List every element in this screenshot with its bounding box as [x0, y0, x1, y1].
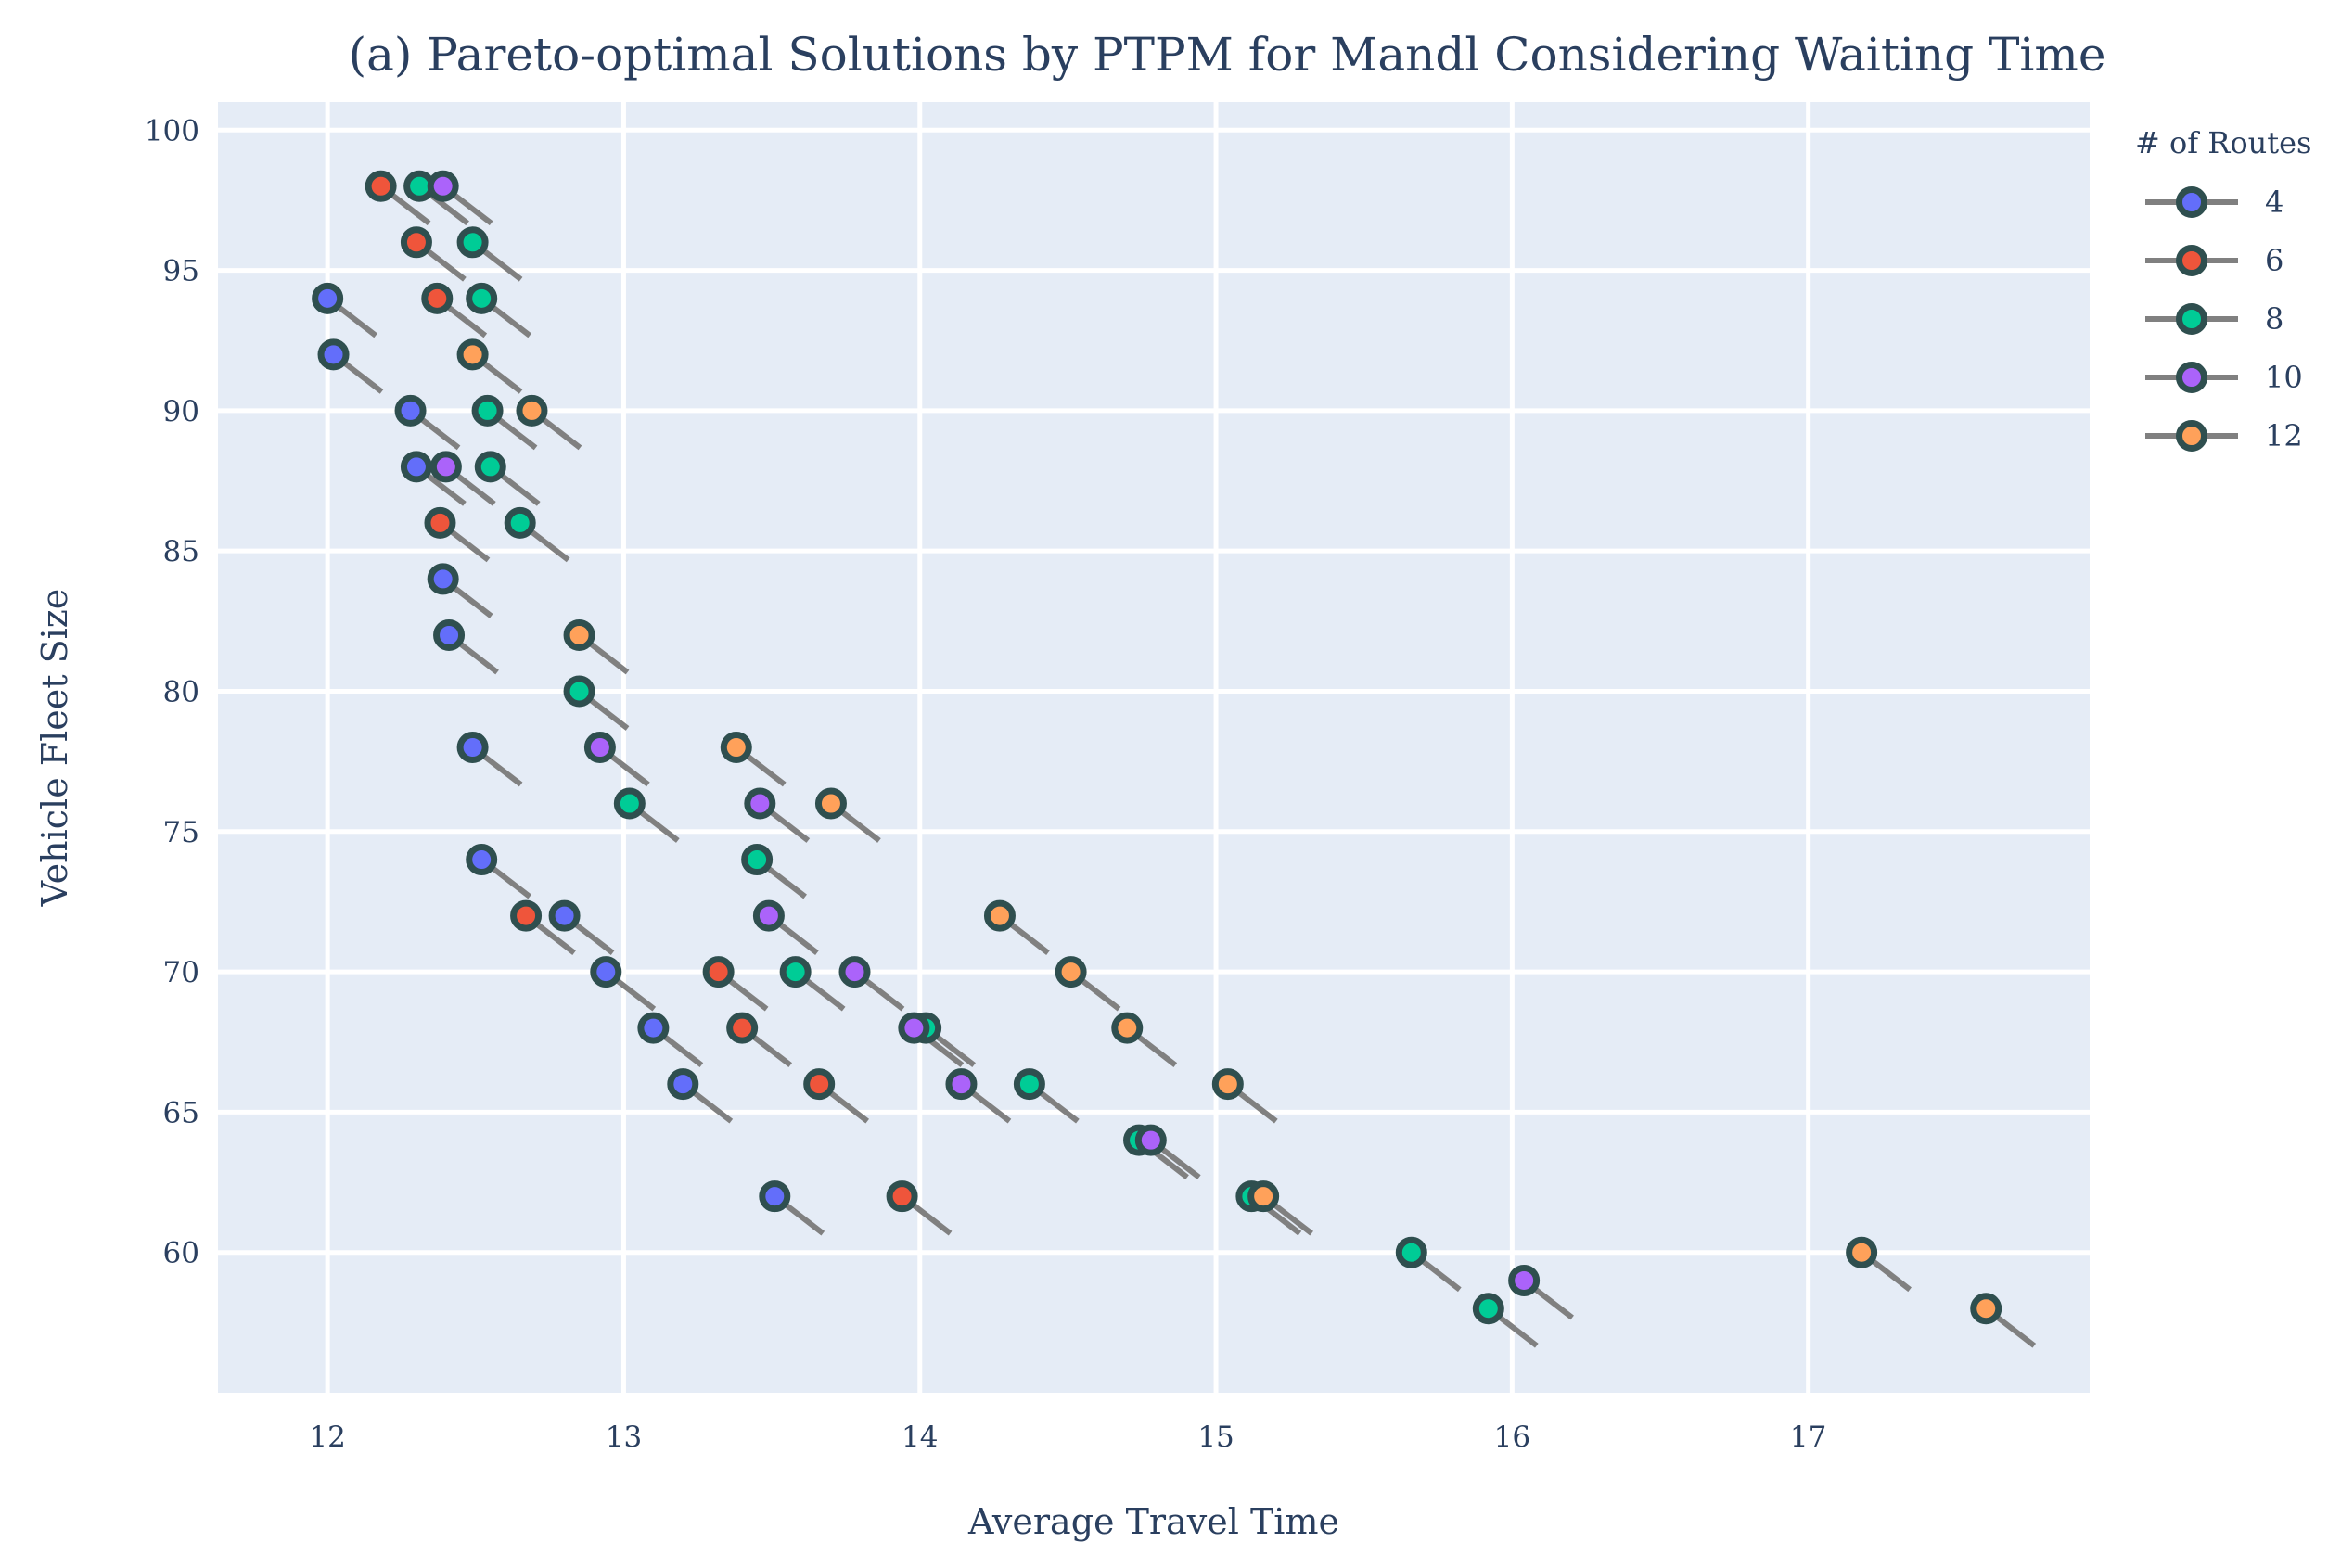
chart-title: (a) Pareto-optimal Solutions by PTPM for…	[349, 28, 2106, 82]
y-tick-label: 90	[163, 395, 199, 428]
data-point-8[interactable]	[466, 282, 498, 314]
data-point-10[interactable]	[429, 451, 462, 483]
y-tick-label: 75	[163, 816, 199, 849]
legend-label: 12	[2265, 418, 2303, 453]
legend-marker	[2176, 186, 2207, 218]
data-point-10[interactable]	[838, 956, 871, 988]
data-point-8[interactable]	[1472, 1293, 1504, 1325]
data-point-4[interactable]	[317, 338, 350, 371]
data-point-12[interactable]	[563, 618, 595, 651]
data-point-12[interactable]	[814, 787, 847, 820]
data-point-12[interactable]	[720, 732, 752, 763]
legend-marker	[2176, 303, 2207, 335]
data-point-10[interactable]	[898, 1012, 930, 1044]
data-point-12[interactable]	[1970, 1293, 2002, 1325]
y-axis-title: Vehicle Fleet Size	[34, 589, 75, 908]
legend-item-6[interactable]: 6	[2145, 243, 2283, 278]
data-point-8[interactable]	[613, 787, 646, 820]
data-point-6[interactable]	[702, 956, 735, 988]
x-axis-title: Average Travel Time	[967, 1501, 1339, 1542]
data-point-4[interactable]	[548, 899, 581, 932]
data-point-12[interactable]	[1247, 1180, 1280, 1213]
data-point-4[interactable]	[312, 282, 344, 314]
y-axis-ticks: 60 65 70 75 80 85 90 95 100	[145, 114, 199, 1269]
y-tick-label: 100	[145, 114, 199, 147]
x-tick-label: 14	[902, 1421, 938, 1454]
legend-label: 4	[2265, 185, 2283, 220]
legend[interactable]: # of Routes 4 6 8 10 12	[2135, 125, 2311, 453]
legend-item-8[interactable]: 8	[2145, 301, 2283, 337]
data-point-4[interactable]	[400, 451, 432, 483]
y-tick-label: 95	[163, 255, 199, 288]
y-tick-label: 70	[163, 956, 199, 989]
data-point-12[interactable]	[456, 338, 489, 371]
y-tick-label: 80	[163, 675, 199, 708]
data-point-10[interactable]	[583, 732, 616, 763]
legend-item-10[interactable]: 10	[2145, 360, 2303, 395]
legend-label: 10	[2265, 360, 2303, 395]
y-tick-label: 60	[163, 1237, 199, 1270]
data-point-6[interactable]	[421, 282, 454, 314]
data-point-4[interactable]	[759, 1180, 791, 1213]
data-point-6[interactable]	[886, 1180, 918, 1213]
data-point-10[interactable]	[427, 170, 459, 202]
data-point-4[interactable]	[466, 844, 498, 876]
data-point-10[interactable]	[744, 787, 776, 820]
plot-background	[218, 102, 2090, 1393]
data-points	[312, 170, 2002, 1325]
legend-title: # of Routes	[2135, 125, 2311, 160]
legend-marker	[2176, 245, 2207, 276]
data-point-10[interactable]	[945, 1068, 978, 1101]
data-point-8[interactable]	[1395, 1236, 1427, 1268]
data-point-12[interactable]	[516, 394, 548, 427]
x-tick-label: 17	[1790, 1421, 1826, 1454]
data-point-10[interactable]	[752, 899, 785, 932]
data-point-6[interactable]	[803, 1068, 836, 1101]
x-tick-label: 13	[606, 1421, 642, 1454]
x-tick-label: 12	[309, 1421, 345, 1454]
data-point-8[interactable]	[474, 451, 506, 483]
legend-label: 6	[2265, 243, 2283, 278]
data-point-6[interactable]	[726, 1012, 759, 1044]
data-point-8[interactable]	[779, 956, 812, 988]
data-point-4[interactable]	[637, 1012, 670, 1044]
data-point-8[interactable]	[504, 506, 536, 539]
legend-item-12[interactable]: 12	[2145, 418, 2303, 453]
data-point-4[interactable]	[667, 1068, 699, 1101]
data-point-4[interactable]	[590, 956, 622, 988]
data-point-6[interactable]	[510, 899, 543, 932]
data-point-12[interactable]	[1846, 1236, 1878, 1268]
data-point-4[interactable]	[433, 618, 466, 651]
data-point-10[interactable]	[1508, 1264, 1541, 1296]
data-point-6[interactable]	[365, 170, 397, 202]
y-tick-label: 85	[163, 535, 199, 568]
data-point-12[interactable]	[1111, 1012, 1144, 1044]
data-point-8[interactable]	[1013, 1068, 1045, 1101]
legend-marker	[2176, 362, 2207, 393]
x-tick-label: 16	[1494, 1421, 1530, 1454]
data-point-12[interactable]	[983, 899, 1016, 932]
data-point-8[interactable]	[563, 675, 595, 708]
legend-marker	[2176, 420, 2207, 452]
grid	[218, 102, 2090, 1393]
x-tick-label: 15	[1197, 1421, 1234, 1454]
data-point-4[interactable]	[394, 394, 427, 427]
data-point-12[interactable]	[1211, 1068, 1244, 1101]
y-tick-label: 65	[163, 1096, 199, 1129]
data-point-10[interactable]	[1134, 1124, 1167, 1156]
legend-item-4[interactable]: 4	[2145, 185, 2283, 220]
data-point-12[interactable]	[1055, 956, 1087, 988]
data-point-4[interactable]	[456, 732, 489, 763]
data-point-8[interactable]	[741, 844, 774, 876]
data-point-8[interactable]	[471, 394, 504, 427]
legend-label: 8	[2265, 301, 2283, 337]
x-axis-ticks: 12 13 14 15 16 17	[309, 1421, 1826, 1454]
data-point-4[interactable]	[427, 563, 459, 595]
data-point-6[interactable]	[400, 226, 432, 259]
data-point-6[interactable]	[424, 506, 456, 539]
data-point-8[interactable]	[456, 226, 489, 259]
